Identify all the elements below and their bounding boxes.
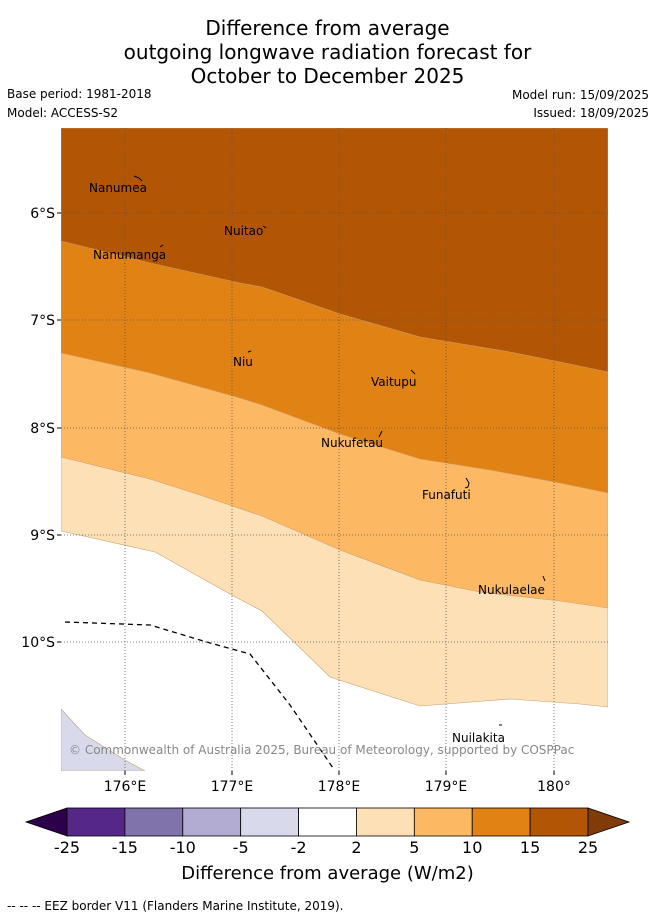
lat-label-7s: 7°S [30, 313, 55, 329]
colorbar-tick-label: 25 [577, 838, 599, 857]
copyright-notice: © Commonwealth of Australia 2025, Bureau… [69, 743, 574, 757]
issued-date: Issued: 18/09/2025 [533, 106, 649, 120]
island-nanumea [133, 175, 143, 182]
title-line-1: Difference from average [205, 16, 450, 40]
island-nanumanga [159, 244, 164, 248]
island-funafuti [464, 477, 470, 489]
colorbar-over-triangle [587, 807, 631, 837]
place-label-nukufetau: Nukufetau [321, 436, 383, 450]
colorbar-under-triangle [24, 807, 68, 837]
colorbar-tick-label: 2 [351, 838, 362, 857]
place-label-nukulaelae: Nukulaelae [478, 583, 545, 597]
lat-label-9s: 9°S [30, 528, 55, 544]
colorbar-tick-label: -5 [232, 838, 249, 857]
base-period: Base period: 1981-2018 [7, 87, 152, 101]
lon-label-178e: 178°E [318, 779, 361, 795]
chart-title: Difference from average outgoing longwav… [0, 16, 655, 88]
island-niu [247, 350, 252, 353]
model-run: Model run: 15/09/2025 [511, 88, 649, 102]
title-line-3: October to December 2025 [190, 64, 465, 88]
colorbar-segment [471, 807, 531, 837]
place-label-nanumea: Nanumea [89, 181, 147, 195]
place-label-vaitupu: Vaitupu [371, 375, 417, 389]
colorbar-label: Difference from average (W/m2) [181, 863, 474, 884]
lon-label-179e: 179°E [425, 779, 468, 795]
axis-ticks [57, 212, 555, 775]
colorbar-segment [124, 807, 184, 837]
island-nukulaelae [542, 575, 546, 582]
model-name: Model: ACCESS-S2 [7, 106, 119, 120]
lon-label-177e: 177°E [211, 779, 254, 795]
colorbar-segment [66, 807, 126, 837]
place-label-niu: Niu [233, 355, 253, 369]
colorbar [24, 807, 631, 837]
colorbar-tick-label: 15 [519, 838, 541, 857]
lat-label-8s: 8°S [30, 421, 55, 437]
island-nukufetau [378, 430, 383, 438]
eez-border-legend: -- -- -- EEZ border V11 (Flanders Marine… [7, 899, 344, 913]
colorbar-tick-label: -2 [290, 838, 307, 857]
lon-label-180: 180° [537, 779, 571, 795]
place-label-funafuti: Funafuti [422, 488, 471, 502]
place-label-nuilakita: Nuilakita [452, 731, 505, 745]
place-label-nuitao: Nuitao [224, 224, 263, 238]
colorbar-segment [529, 807, 589, 837]
lon-label-176e: 176°E [104, 779, 147, 795]
lat-label-10s: 10°S [21, 635, 55, 651]
colorbar-tick-label: 10 [462, 838, 483, 857]
contour-gt15 [61, 128, 608, 373]
place-label-nanumanga: Nanumanga [93, 248, 166, 262]
island-outlines [133, 175, 546, 726]
colorbar-segment [356, 807, 415, 837]
colorbar-segment [182, 807, 242, 837]
graticule [61, 128, 608, 771]
colorbar-tick-label: -15 [111, 838, 138, 857]
place-labels: Nanumea Nuitao Nanumanga Niu Vaitupu Nuk… [89, 181, 545, 745]
contour-neg5-neg2 [61, 708, 146, 771]
colorbar-segment [413, 807, 473, 837]
colorbar-tick-label: -25 [53, 838, 81, 857]
title-line-2: outgoing longwave radiation forecast for [123, 40, 532, 64]
colorbar-segment [298, 807, 357, 837]
lat-label-6s: 6°S [30, 206, 55, 222]
island-vaitupu [410, 369, 416, 375]
colorbar-segment [240, 807, 299, 837]
colorbar-tick-label: 5 [409, 838, 420, 857]
colorbar-tick-label: -10 [169, 838, 196, 857]
lon-labels: 176°E 177°E 178°E 179°E 180° [104, 779, 571, 795]
lat-labels: 6°S 7°S 8°S 9°S 10°S [21, 206, 55, 651]
island-nuitao [262, 225, 267, 229]
